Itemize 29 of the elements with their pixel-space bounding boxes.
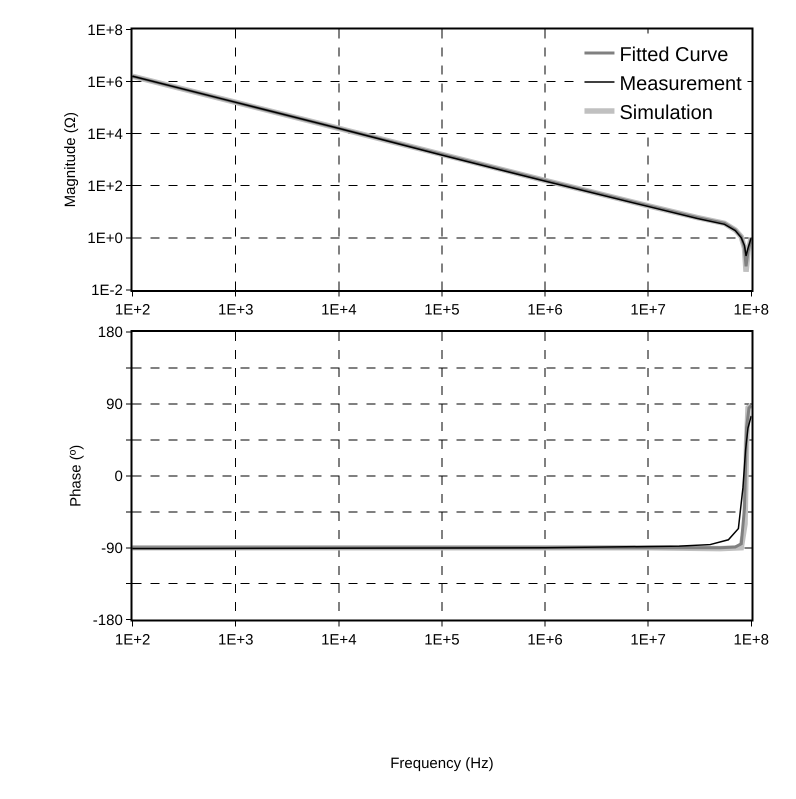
x-tick-label: 1E+7 [630,631,666,648]
y-tick-label: -90 [101,540,123,558]
x-tick-label: 1E+6 [527,302,563,319]
y-tick-label: 1E+2 [87,178,123,195]
y-tick-label: 1E+0 [87,230,123,248]
y-tick-label: -180 [92,612,123,629]
x-tick-label: 1E+8 [734,631,769,648]
y-axis-title: Magnitude (Ω) [62,112,80,208]
y-tick-label: 180 [98,324,123,342]
x-tick-label: 1E+8 [734,302,769,319]
y-tick-label: 1E+6 [87,74,123,91]
y-tick-label: 1E+4 [87,126,123,143]
legend-label: Measurement [619,72,742,95]
x-tick-label: 1E+6 [527,631,563,648]
x-tick-label: 1E+7 [630,302,666,319]
legend-label: Simulation [619,102,713,124]
x-tick-label: 1E+4 [321,631,357,648]
x-axis-title: Frequency (Hz) [390,754,494,772]
x-tick-label: 1E+5 [424,631,460,648]
x-tick-label: 1E+4 [321,302,357,319]
y-tick-label: 1E-2 [91,282,123,300]
x-tick-label: 1E+3 [218,302,254,319]
y-tick-label: 0 [114,468,123,486]
y-tick-label: 1E+8 [87,22,123,39]
legend-label: Fitted Curve [619,44,728,66]
x-tick-label: 1E+3 [218,631,254,648]
y-axis-title: Phase (º) [68,444,85,507]
x-tick-label: 1E+5 [424,302,460,319]
y-tick-label: 90 [106,396,123,414]
